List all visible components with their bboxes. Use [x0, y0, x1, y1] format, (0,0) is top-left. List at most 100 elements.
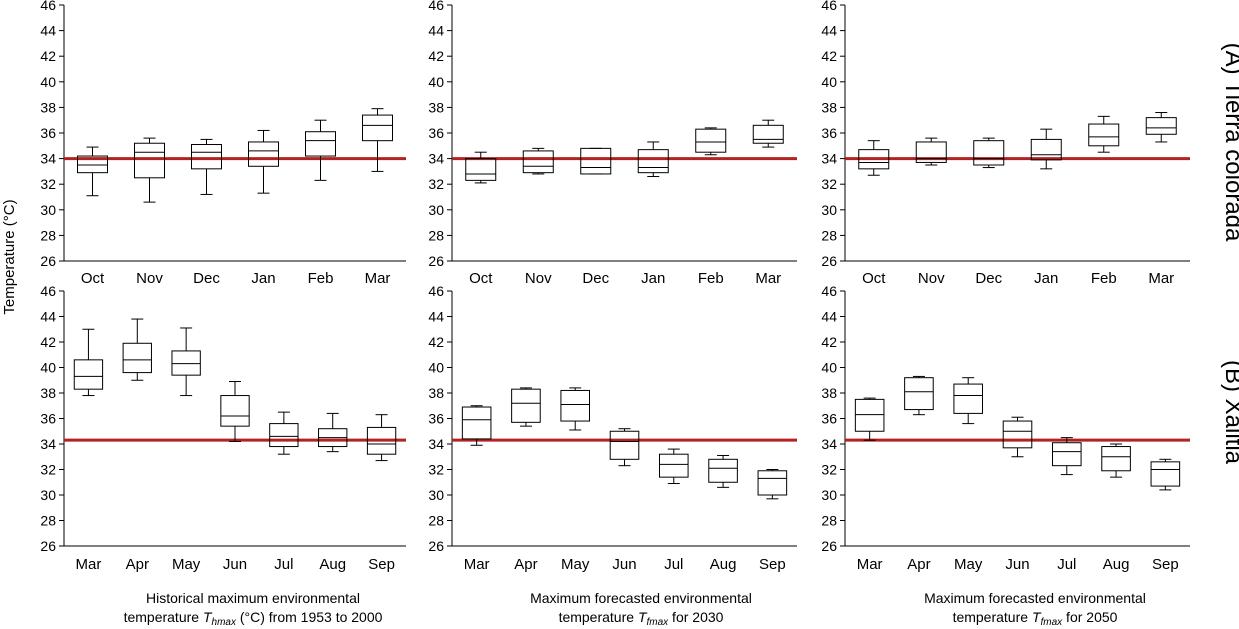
y-tick-label: 34: [821, 436, 837, 452]
category-label: Oct: [469, 270, 493, 287]
iqr-box: [752, 124, 784, 144]
box-nov: Nov: [915, 137, 947, 287]
category-label: Oct: [862, 270, 886, 287]
y-tick-label: 38: [821, 99, 837, 115]
box-mar: Mar: [461, 405, 492, 573]
category-label: May: [172, 556, 201, 573]
category-label: Apr: [907, 556, 930, 573]
category-label: Sep: [759, 556, 786, 573]
y-tick-label: 28: [40, 227, 56, 243]
y-tick-label: 42: [40, 48, 56, 64]
y-tick-label: 38: [428, 99, 444, 115]
box-apr: Apr: [122, 318, 152, 573]
panel-r1-c2: 26 28 30 32 34 36 38 40 42 44 46 Mar Apr May Jun Jul Aug…: [821, 283, 1190, 573]
iqr-box: [658, 453, 689, 478]
iqr-box: [191, 144, 222, 170]
iqr-box: [248, 141, 279, 167]
y-tick-label: 28: [428, 227, 444, 243]
caption-col-2: Maximum forecasted environmental tempera…: [924, 590, 1146, 628]
box-jun: Jun: [220, 381, 250, 573]
box-jun: Jun: [609, 428, 640, 573]
category-label: Dec: [193, 270, 220, 287]
box-jul: Jul: [1051, 437, 1082, 573]
box-aug: Aug: [708, 454, 738, 573]
y-tick-label: 40: [428, 360, 444, 376]
y-tick-label: 32: [821, 462, 837, 478]
box-mar: Mar: [1145, 112, 1177, 287]
y-tick-label: 30: [821, 202, 837, 218]
y-tick-label: 34: [40, 436, 56, 452]
category-label: Oct: [81, 270, 105, 287]
iqr-box: [511, 388, 541, 423]
y-tick-label: 32: [821, 176, 837, 192]
caption-t: T: [638, 609, 648, 625]
y-tick-label: 26: [428, 253, 444, 269]
category-label: Mar: [365, 270, 391, 287]
caption-line1: Historical maximum environmental: [146, 590, 360, 606]
caption-sub: hmax: [212, 617, 237, 628]
iqr-box: [708, 458, 738, 483]
iqr-box: [269, 423, 299, 448]
caption-post: for 2050: [1062, 609, 1117, 625]
y-tick-label: 30: [40, 487, 56, 503]
box-jul: Jul: [269, 411, 299, 573]
caption-col-1: Maximum forecasted environmental tempera…: [530, 590, 752, 628]
iqr-box: [858, 149, 890, 170]
iqr-box: [1150, 461, 1181, 487]
y-tick-label: 34: [428, 151, 444, 167]
y-tick-label: 44: [40, 309, 56, 325]
category-label: Nov: [525, 270, 552, 287]
y-tick-label: 38: [40, 385, 56, 401]
iqr-box: [1088, 123, 1120, 147]
iqr-box: [220, 395, 250, 427]
y-tick-label: 42: [40, 334, 56, 350]
box-mar: Mar: [362, 108, 393, 287]
panels: 26 28 30 32 34 36 38 40 42 44 46 Oct Nov Dec Jan Feb Mar…: [40, 0, 1190, 573]
y-tick-label: 28: [428, 513, 444, 529]
caption-pre: temperature: [953, 609, 1032, 625]
caption-post: for 2030: [668, 609, 723, 625]
box-may: May: [953, 377, 984, 573]
iqr-box: [171, 350, 201, 376]
y-tick-label: 40: [821, 74, 837, 90]
box-apr: Apr: [904, 375, 934, 573]
y-tick-label: 26: [821, 253, 837, 269]
row-label-b: (B) Xalitla: [1220, 360, 1239, 465]
y-tick-label: 46: [40, 283, 56, 299]
y-tick-label: 26: [821, 538, 837, 554]
y-tick-label: 44: [821, 23, 837, 39]
y-tick-label: 30: [428, 202, 444, 218]
iqr-box: [73, 359, 104, 390]
y-tick-label: 42: [428, 334, 444, 350]
box-dec: Dec: [191, 138, 222, 287]
y-tick-label: 26: [40, 538, 56, 554]
category-label: Jan: [1034, 270, 1058, 287]
y-tick-label: 40: [821, 360, 837, 376]
y-tick-label: 40: [428, 74, 444, 90]
category-label: Mar: [755, 270, 781, 287]
box-jul: Jul: [658, 448, 689, 573]
caption-pre: temperature: [124, 609, 203, 625]
y-tick-label: 40: [40, 74, 56, 90]
iqr-box: [465, 158, 497, 181]
iqr-box: [973, 140, 1005, 166]
box-jan: Jan: [1030, 128, 1062, 287]
panel-r0-c0: 26 28 30 32 34 36 38 40 42 44 46 Oct Nov Dec Jan Feb Mar: [40, 0, 406, 287]
y-tick-label: 28: [40, 513, 56, 529]
y-tick-label: 34: [821, 151, 837, 167]
iqr-box: [695, 128, 727, 153]
iqr-box: [1051, 442, 1082, 467]
box-feb: Feb: [695, 127, 727, 287]
caption-pre: temperature: [559, 609, 638, 625]
y-tick-label: 36: [821, 411, 837, 427]
y-tick-label: 46: [428, 283, 444, 299]
y-tick-label: 26: [428, 538, 444, 554]
caption-sub: fmax: [1041, 617, 1064, 628]
category-label: Jun: [223, 556, 247, 573]
box-may: May: [560, 387, 591, 573]
caption-t: T: [1032, 609, 1042, 625]
category-label: Dec: [975, 270, 1002, 287]
y-tick-label: 42: [821, 48, 837, 64]
iqr-box: [953, 383, 984, 414]
